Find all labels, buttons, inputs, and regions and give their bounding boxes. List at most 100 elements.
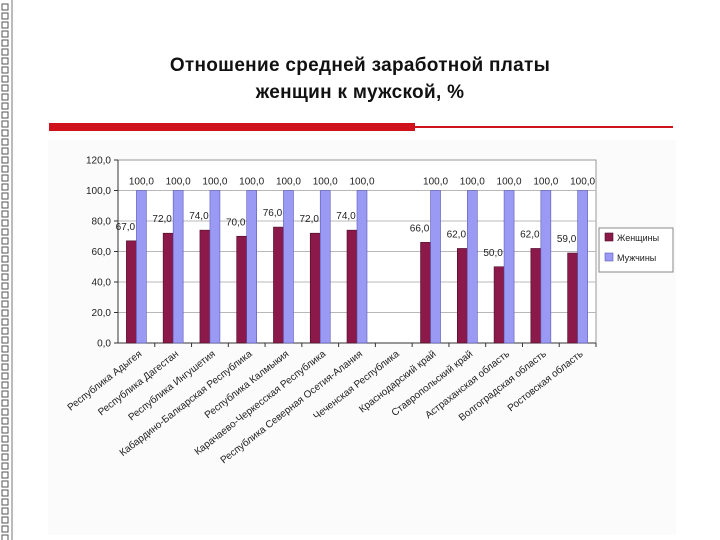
frame-square — [1, 246, 9, 254]
frame-square — [1, 237, 9, 245]
data-label-men: 100,0 — [276, 177, 301, 188]
bar-men — [467, 190, 478, 344]
frame-square — [1, 120, 9, 128]
frame-square — [1, 138, 9, 146]
frame-square — [1, 444, 9, 452]
y-tick-label: 40,0 — [92, 278, 112, 289]
frame-square — [1, 516, 9, 524]
bar-women — [273, 226, 284, 344]
frame-square — [1, 264, 9, 272]
frame-square — [1, 219, 9, 227]
title-line-2: женщин к мужской, % — [255, 82, 465, 103]
bar-men — [540, 190, 552, 344]
frame-square — [1, 75, 9, 83]
bar-men — [430, 190, 441, 344]
data-label-men: 100,0 — [166, 177, 191, 188]
y-tick-label: 0,0 — [97, 339, 111, 350]
frame-square — [1, 228, 9, 236]
frame-square — [1, 534, 9, 540]
frame-square — [1, 66, 9, 74]
frame-square — [1, 462, 9, 470]
data-label-men: 100,0 — [570, 177, 595, 188]
frame-square — [1, 201, 9, 209]
bar-women — [567, 252, 578, 344]
bar-men — [503, 190, 515, 344]
frame-square — [1, 327, 9, 335]
slide-title: Отношение средней заработной платы женщи… — [100, 52, 620, 106]
bar-men — [209, 190, 221, 344]
data-label-women: 72,0 — [299, 214, 319, 225]
frame-square — [1, 300, 9, 308]
frame-square — [1, 174, 9, 182]
frame-square — [1, 336, 9, 344]
frame-square — [1, 129, 9, 137]
legend-label-men: Мужчины — [617, 253, 656, 263]
frame-square — [1, 318, 9, 326]
legend-label-women: Женщины — [617, 233, 659, 243]
frame-square — [1, 426, 9, 434]
frame-square — [1, 21, 9, 29]
data-label-women: 76,0 — [263, 208, 283, 219]
frame-square — [1, 84, 9, 92]
bar-men — [319, 190, 331, 344]
frame-square — [1, 192, 9, 200]
bar-women — [420, 242, 431, 344]
data-label-men: 100,0 — [423, 177, 448, 188]
bar-men — [172, 190, 184, 344]
data-label-women: 66,0 — [410, 223, 430, 234]
y-tick-label: 80,0 — [92, 217, 112, 228]
frame-square — [1, 165, 9, 173]
frame-square — [1, 354, 9, 362]
frame-square — [1, 183, 9, 191]
frame-square — [1, 489, 9, 497]
data-label-men: 100,0 — [533, 177, 558, 188]
y-tick-label: 20,0 — [92, 308, 112, 319]
frame-square — [1, 363, 9, 371]
frame-square — [1, 156, 9, 164]
frame-square — [1, 381, 9, 389]
data-label-men: 100,0 — [497, 177, 522, 188]
y-tick-label: 60,0 — [92, 247, 112, 258]
category-label: Кабардино-Балкарская Республика — [117, 348, 255, 459]
bar-men — [577, 190, 588, 344]
bar-women — [126, 240, 137, 344]
frame-square — [1, 417, 9, 425]
data-label-women: 74,0 — [189, 211, 209, 222]
frame-square — [1, 372, 9, 380]
frame-square — [1, 498, 9, 506]
frame-square — [1, 93, 9, 101]
data-label-women: 50,0 — [483, 248, 503, 259]
data-label-men: 100,0 — [202, 177, 227, 188]
frame-square — [1, 255, 9, 263]
bar-women — [309, 232, 321, 344]
y-tick-label: 100,0 — [86, 186, 111, 197]
data-label-women: 70,0 — [226, 217, 246, 228]
bar-women — [346, 229, 358, 344]
bar-men — [246, 190, 257, 344]
frame-square — [1, 3, 9, 11]
frame-square — [1, 12, 9, 20]
data-label-women: 74,0 — [336, 211, 356, 222]
bar-chart: 0,020,040,060,080,0100,0120,067,0100,0Ре… — [65, 156, 674, 466]
frame-square — [1, 48, 9, 56]
bar-women — [199, 229, 211, 344]
bar-men — [136, 190, 147, 344]
frame-square — [1, 39, 9, 47]
legend-swatch-men — [604, 252, 614, 262]
bar-women — [236, 235, 247, 344]
frame-square — [1, 210, 9, 218]
frame-square — [1, 525, 9, 533]
frame-square — [1, 282, 9, 290]
bar-women — [162, 232, 174, 344]
frame-square — [1, 345, 9, 353]
data-label-men: 100,0 — [129, 177, 154, 188]
data-label-men: 100,0 — [239, 177, 264, 188]
frame-square — [1, 507, 9, 515]
data-label-women: 72,0 — [152, 214, 172, 225]
accent-line — [415, 126, 673, 128]
data-label-women: 62,0 — [447, 229, 467, 240]
frame-square — [1, 435, 9, 443]
data-label-men: 100,0 — [313, 177, 338, 188]
frame-square — [1, 30, 9, 38]
legend-swatch-women — [604, 232, 614, 242]
